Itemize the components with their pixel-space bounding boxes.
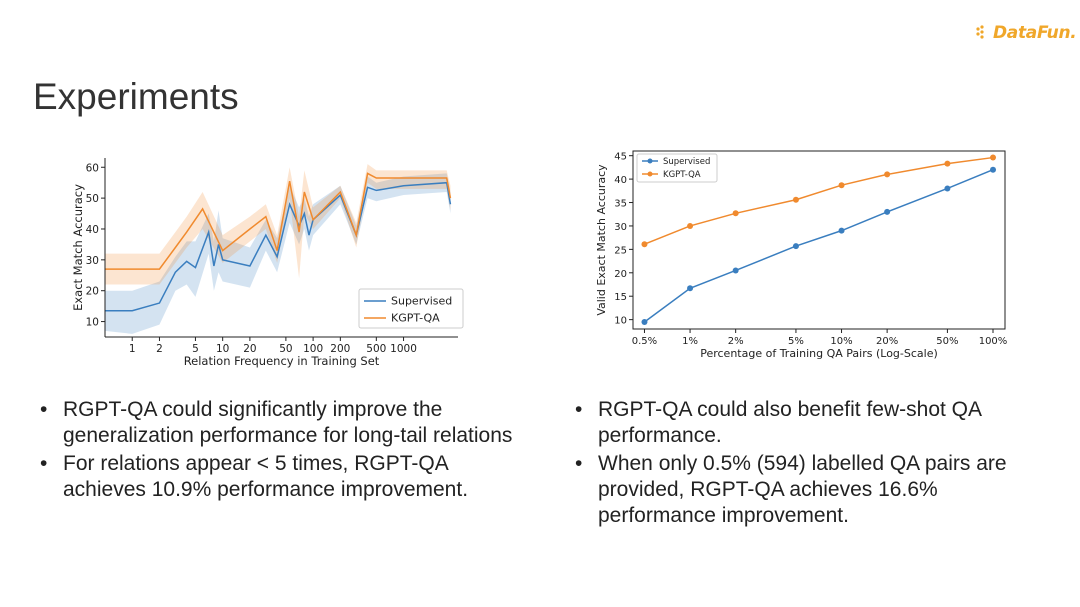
bullet-item: • For relations appear < 5 times, RGPT-QA… [35,451,525,503]
x-tick-label: 10 [216,343,229,355]
series-line-supervised [105,181,452,312]
bullet-dot: • [40,398,48,421]
series-line-kgpt-qa [105,172,452,270]
legend-label: KGPT-QA [391,312,440,325]
legend-label: KGPT-QA [663,170,701,180]
x-tick-label: 50% [936,336,958,347]
x-tick-label: 5 [192,343,199,355]
data-point [838,182,845,189]
y-tick-label: 35 [614,199,627,210]
data-point [641,241,648,248]
x-tick-label: 50 [279,343,292,355]
data-point [641,318,648,325]
y-axis-label: Exact Match Accuracy [71,184,85,311]
bullet-text: When only 0.5% (594) labelled QA pairs a… [598,452,1007,527]
data-point [944,185,951,192]
bullet-list-right: • RGPT-QA could also benefit few-shot QA … [570,397,1050,531]
data-point [884,208,891,215]
x-tick-label: 2 [156,343,163,355]
y-tick-label: 50 [86,193,99,205]
legend-label: Supervised [663,157,710,167]
data-point [732,267,739,274]
legend-label: Supervised [391,295,452,308]
x-axis-label: Relation Frequency in Training Set [184,354,380,368]
x-axis-label: Percentage of Training QA Pairs (Log-Sca… [700,347,938,360]
datafun-logo: DataFun. [975,20,1077,46]
x-tick-label: 20 [243,343,256,355]
bullet-text: RGPT-QA could also benefit few-shot QA p… [598,398,981,447]
few-shot-chart: 0.5% 1% 2% 5% 10% 20% 50% 100% 10 15 20 25 30 35 40 45 P… [595,150,1008,360]
y-tick-label: 60 [86,162,99,174]
data-point [792,196,799,203]
x-tick-label: 10% [830,336,852,347]
y-tick-label: 10 [614,316,627,327]
bullet-dot: • [40,452,48,475]
x-tick-label: 200 [330,343,350,355]
legend-marker [647,171,653,177]
x-tick-label: 2% [728,336,744,347]
x-tick-label: 1000 [390,343,417,355]
y-tick-label: 25 [614,245,627,256]
data-point [944,160,951,167]
series-line-supervised [644,169,994,323]
bullet-item: • RGPT-QA could significantly improve the… [35,397,525,449]
bullet-text: For relations appear < 5 times, RGPT-QA … [63,452,469,501]
x-tick-label: 100 [303,343,323,355]
y-tick-label: 15 [614,292,627,303]
data-point [732,210,739,217]
page-title: Experiments [33,76,239,117]
bullet-dot: • [575,398,583,421]
data-point [687,222,694,229]
data-point [687,285,694,292]
data-point [884,171,891,178]
relation-frequency-chart: 1 2 5 10 20 50 100 200 500 1000 10 20 30 40 50 60 Relati… [71,158,464,368]
data-point [990,166,997,173]
x-tick-label: 500 [366,343,386,355]
x-tick-label: 100% [979,336,1008,347]
logo-text: DataFun. [993,23,1077,43]
bullet-item: • RGPT-QA could also benefit few-shot QA … [570,397,1050,449]
y-tick-label: 45 [614,152,627,163]
x-tick-label: 5% [788,336,804,347]
data-point [990,154,997,161]
bullet-list-left: • RGPT-QA could significantly improve the… [35,397,525,505]
bullet-dot: • [575,452,583,475]
data-point [838,227,845,234]
x-tick-label: 1 [129,343,136,355]
legend-marker [647,158,653,164]
y-tick-label: 20 [86,286,99,298]
bullet-text: RGPT-QA could significantly improve the … [63,398,513,447]
y-tick-label: 40 [86,224,99,236]
x-tick-label: 1% [682,336,698,347]
logo-dots-icon [976,25,984,39]
y-axis-label: Valid Exact Match Accuracy [595,164,608,316]
x-tick-label: 20% [876,336,898,347]
plot-frame [632,150,1006,330]
y-tick-label: 40 [614,175,627,186]
series-line-kgpt-qa [644,156,994,245]
y-tick-label: 30 [86,255,99,267]
bullet-item: • When only 0.5% (594) labelled QA pairs … [570,451,1050,529]
x-tick-label: 0.5% [632,336,657,347]
y-tick-label: 30 [614,222,627,233]
data-point [792,243,799,250]
y-tick-label: 20 [614,269,627,280]
y-tick-label: 10 [86,317,99,329]
